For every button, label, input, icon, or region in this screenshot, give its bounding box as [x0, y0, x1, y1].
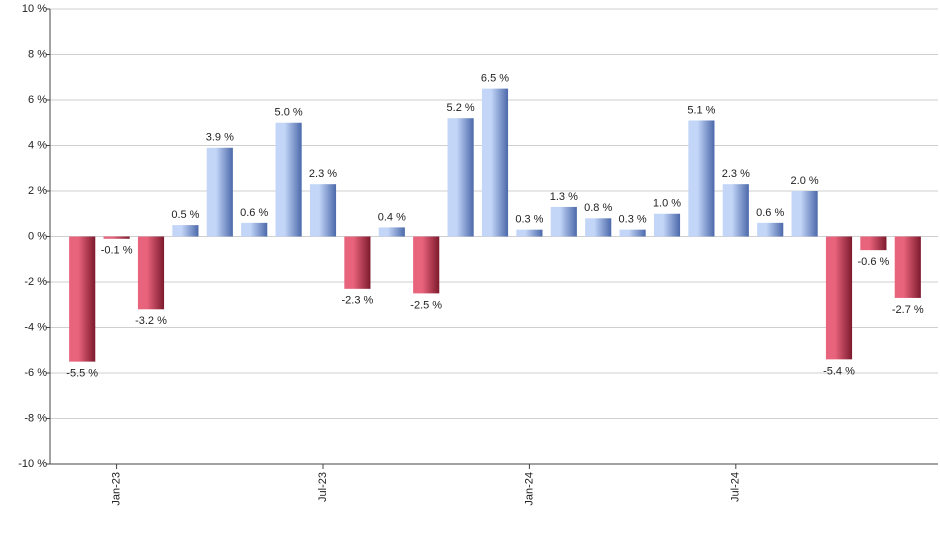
- value-label: -2.7 %: [892, 304, 924, 316]
- y-tick-label: -10 %: [18, 458, 47, 470]
- x-tick-label: Jul-23: [317, 472, 329, 502]
- bar: [206, 147, 233, 237]
- y-tick-label: -8 %: [24, 412, 47, 424]
- value-label: -0.1 %: [101, 245, 133, 257]
- value-label: 2.0 %: [791, 175, 819, 187]
- value-label: -5.5 %: [66, 368, 98, 380]
- bar: [516, 229, 543, 237]
- value-label: 1.0 %: [653, 198, 681, 210]
- bar: [550, 206, 577, 237]
- value-label: 0.5 %: [171, 209, 199, 221]
- bar: [103, 236, 130, 239]
- bar: [619, 229, 646, 237]
- value-label: 0.3 %: [619, 214, 647, 226]
- value-label: 5.0 %: [275, 107, 303, 119]
- bar: [860, 236, 887, 251]
- y-tick-label: -2 %: [24, 276, 47, 288]
- value-label: -2.5 %: [410, 299, 442, 311]
- value-label: 1.3 %: [550, 191, 578, 203]
- y-tick-label: 2 %: [28, 185, 47, 197]
- value-label: 6.5 %: [481, 73, 509, 85]
- value-label: 0.4 %: [378, 211, 406, 223]
- value-label: -5.4 %: [823, 365, 855, 377]
- value-label: 0.3 %: [515, 214, 543, 226]
- bar: [378, 227, 405, 237]
- value-label: 0.6 %: [756, 207, 784, 219]
- x-tick-label: Jul-24: [730, 472, 742, 502]
- value-label: 0.8 %: [584, 202, 612, 214]
- value-label: 2.3 %: [722, 168, 750, 180]
- bar: [137, 236, 165, 310]
- bar: [585, 218, 612, 237]
- y-tick-label: 6 %: [28, 94, 47, 106]
- y-tick-label: 8 %: [28, 48, 47, 60]
- bar: [275, 122, 302, 237]
- value-label: -2.3 %: [342, 295, 374, 307]
- value-label: -0.6 %: [858, 256, 890, 268]
- x-tick-label: Jan-24: [523, 472, 535, 506]
- y-tick-label: -6 %: [24, 367, 47, 379]
- bar: [172, 225, 199, 237]
- bar: [69, 236, 96, 362]
- bar: [241, 222, 268, 237]
- y-tick-label: -4 %: [24, 321, 47, 333]
- bar: [825, 236, 853, 360]
- value-label: 0.6 %: [240, 207, 268, 219]
- y-tick-label: 10 %: [22, 3, 47, 15]
- y-tick-label: 0 %: [28, 230, 47, 242]
- value-label: 3.9 %: [206, 132, 234, 144]
- bar: [309, 184, 337, 237]
- bar: [653, 213, 681, 237]
- bar: [481, 88, 509, 237]
- bar: [791, 191, 818, 237]
- bar: [344, 236, 371, 289]
- bar: [447, 118, 474, 237]
- value-label: 5.2 %: [447, 102, 475, 114]
- bar: [894, 236, 921, 298]
- value-label: -3.2 %: [135, 315, 167, 327]
- value-label: 5.1 %: [687, 104, 715, 116]
- bar: [722, 184, 749, 237]
- value-label: 2.3 %: [309, 168, 337, 180]
- bar: [757, 222, 784, 237]
- bar: [413, 236, 440, 294]
- x-tick-label: Jan-23: [111, 472, 123, 506]
- bar: [688, 120, 715, 237]
- y-tick-label: 4 %: [28, 139, 47, 151]
